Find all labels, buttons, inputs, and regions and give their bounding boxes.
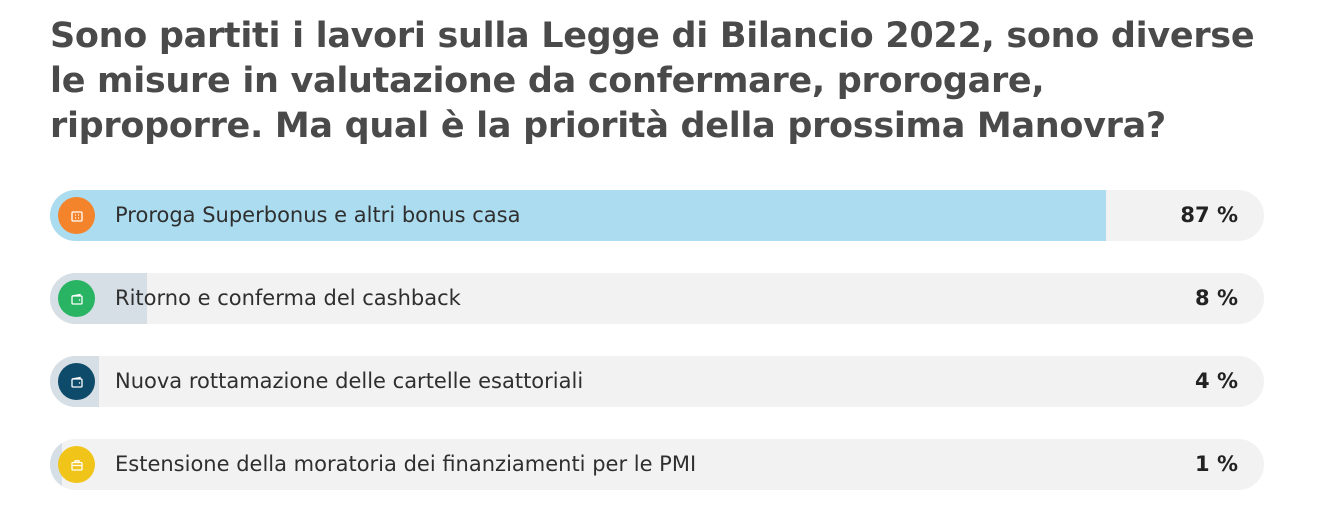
option-label: Ritorno e conferma del cashback xyxy=(115,286,461,310)
option-label: Nuova rottamazione delle cartelle esatto… xyxy=(115,369,584,393)
option-percent: 87 % xyxy=(1180,203,1238,227)
option-percent: 4 % xyxy=(1195,369,1238,393)
result-bar xyxy=(50,439,63,490)
wallet-icon xyxy=(58,363,95,400)
option-percent: 8 % xyxy=(1195,286,1238,310)
house-icon xyxy=(58,197,95,234)
option-label: Proroga Superbonus e altri bonus casa xyxy=(115,203,521,227)
briefcase-icon xyxy=(58,446,95,483)
poll-options: Proroga Superbonus e altri bonus casa 87… xyxy=(50,190,1264,522)
poll-question: Sono partiti i lavori sulla Legge di Bil… xyxy=(50,16,1255,146)
result-bar xyxy=(50,190,1107,241)
poll-option-moratoria[interactable]: Estensione della moratoria dei finanziam… xyxy=(50,439,1264,490)
wallet-icon xyxy=(58,280,95,317)
option-label: Estensione della moratoria dei finanziam… xyxy=(115,452,697,476)
option-percent: 1 % xyxy=(1195,452,1238,476)
poll-option-cashback[interactable]: Ritorno e conferma del cashback 8 % xyxy=(50,273,1264,324)
poll-option-superbonus[interactable]: Proroga Superbonus e altri bonus casa 87… xyxy=(50,190,1264,241)
poll-widget: Sono partiti i lavori sulla Legge di Bil… xyxy=(50,14,1264,490)
poll-option-rottamazione[interactable]: Nuova rottamazione delle cartelle esatto… xyxy=(50,356,1264,407)
